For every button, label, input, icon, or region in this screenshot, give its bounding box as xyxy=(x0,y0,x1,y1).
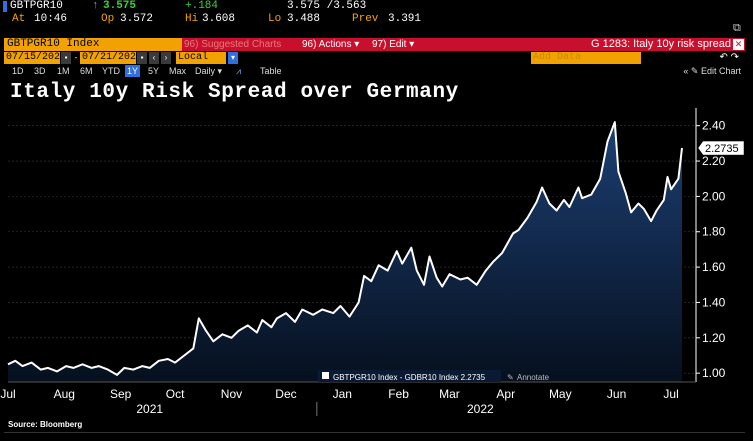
command-bar: GBTPGR10 Index 96) Suggested Charts 96) … xyxy=(4,38,745,51)
x-tick-label: Feb xyxy=(388,387,409,401)
x-tick-label: May xyxy=(549,387,572,401)
open-value: 3.572 xyxy=(120,13,154,25)
legend-box xyxy=(318,370,501,382)
y-tick-label: 1.80 xyxy=(702,225,726,239)
period-tab[interactable]: 3D xyxy=(34,66,46,76)
at-label: At xyxy=(12,13,26,25)
ticker-symbol[interactable]: GBTPGR10 xyxy=(10,0,63,12)
chart-title: Italy 10y Risk Spread over Germany xyxy=(10,81,459,104)
edit-chart-button[interactable]: « ✎ Edit Chart xyxy=(683,66,741,76)
at-value: 10:46 xyxy=(34,13,68,25)
high-label: Hi xyxy=(185,13,199,25)
currency-select[interactable]: Local CCY xyxy=(176,52,226,75)
bid-ask: 3.575 /3.563 xyxy=(287,0,367,12)
table-button[interactable]: Table xyxy=(260,66,282,76)
ticker-marker xyxy=(3,1,7,12)
x-tick-labels: Jul Aug Sep Oct Nov Dec Jan Feb Mar Apr May Jun Jul xyxy=(0,381,696,416)
frequency-select[interactable]: Daily ▾ xyxy=(195,66,223,76)
period-tab[interactable]: 1M xyxy=(57,66,70,76)
last-value-label: 2.2735 xyxy=(705,143,739,155)
period-tab[interactable]: YTD xyxy=(102,66,120,76)
series-area xyxy=(8,122,682,382)
x-tick-label: Nov xyxy=(221,387,242,401)
date-toolbar: 07/15/2021 ▪ - 07/21/2022 ▪ ‹ › Local CC… xyxy=(4,52,739,75)
chevron-down-icon[interactable]: ▾ xyxy=(228,52,238,64)
y-tick-label: 2.20 xyxy=(702,154,726,168)
y-tick-label: 2.40 xyxy=(702,119,726,133)
x-tick-label: Jul xyxy=(663,387,678,401)
y-tick-label: 1.40 xyxy=(702,295,726,309)
y-tick-label: 1.20 xyxy=(702,331,726,345)
line-chart-icon[interactable]: ⩘ xyxy=(236,66,242,76)
period-tab[interactable]: Max xyxy=(169,66,187,76)
pencil-icon[interactable]: ✎ xyxy=(507,373,514,382)
year-labels: 2021 2022 xyxy=(136,402,494,416)
quote-header: GBTPGR10 ↑ 3.575 +.184 3.575 /3.563 xyxy=(0,0,753,13)
x-tick-label: Jun xyxy=(607,387,626,401)
prev-value: 3.391 xyxy=(388,13,422,25)
series-line xyxy=(7,121,683,376)
legend-label: GBTPGR10 Index - GDBR10 Index 2.2735 xyxy=(333,373,486,382)
prev-period-button[interactable]: ‹ xyxy=(149,52,159,64)
y-tick-labels: 1.00 1.20 1.40 1.60 1.80 2.00 2.20 2.40 xyxy=(696,119,726,380)
divider xyxy=(4,432,745,433)
add-data-input[interactable]: Add Data xyxy=(531,52,641,64)
x-tick-label: Sep xyxy=(110,387,132,401)
up-arrow-icon: ↑ xyxy=(92,0,99,12)
source-note: Source: Bloomberg xyxy=(8,420,83,429)
high-value: 3.608 xyxy=(202,13,236,25)
x-tick-label: Oct xyxy=(166,387,185,401)
prev-label: Prev xyxy=(352,13,379,25)
next-period-button[interactable]: › xyxy=(161,52,171,64)
year-label: 2022 xyxy=(467,402,494,416)
end-date-input[interactable]: 07/21/2022 xyxy=(80,52,143,64)
security-field[interactable]: GBTPGR10 Index xyxy=(4,38,182,51)
start-date-input[interactable]: 07/15/2021 xyxy=(4,52,67,64)
legend-swatch xyxy=(322,372,329,379)
calendar-start-icon[interactable]: ▪ xyxy=(61,52,71,64)
last-value-badge: 2.2735 xyxy=(697,140,745,156)
y-tick-label: 1.00 xyxy=(702,366,726,380)
y-tick-label: 1.60 xyxy=(702,260,726,274)
x-tick-label: Apr xyxy=(496,387,515,401)
quote-details: At 10:46 Op 3.572 Hi 3.608 Lo 3.488 Prev… xyxy=(0,13,753,26)
edit-menu[interactable]: 97) Edit ▾ xyxy=(372,39,415,50)
suggested-charts-button[interactable]: 96) Suggested Charts xyxy=(184,39,282,50)
net-change: +.184 xyxy=(185,0,219,12)
graph-title: G 1283: Italy 10y risk spread xyxy=(590,38,731,50)
open-label: Op xyxy=(101,13,115,25)
y-tick-label: 2.00 xyxy=(702,189,726,203)
x-tick-label: Jul xyxy=(0,387,15,401)
year-label: 2021 xyxy=(136,402,163,416)
annotate-button[interactable]: Annotate xyxy=(517,373,550,382)
last-price: 3.575 xyxy=(103,0,137,12)
period-tab[interactable]: 5Y xyxy=(148,66,160,76)
low-label: Lo xyxy=(268,13,282,25)
low-value: 3.488 xyxy=(287,13,321,25)
actions-menu[interactable]: 96) Actions ▾ xyxy=(302,39,360,50)
x-tick-label: Dec xyxy=(275,387,296,401)
period-tab-active[interactable]: 1Y xyxy=(125,65,141,77)
spread-chart: 1.00 1.20 1.40 1.60 1.80 2.00 2.20 2.40 Jul Aug S… xyxy=(0,108,745,416)
x-tick-label: Mar xyxy=(439,387,460,401)
x-tick-label: Jan xyxy=(333,387,352,401)
undo-redo-buttons[interactable]: ↶ ↷ xyxy=(719,52,739,63)
x-tick-label: Aug xyxy=(54,387,75,401)
period-tab[interactable]: 6M xyxy=(80,66,93,76)
period-tabs: 1D 3D 1M 6M YTD 1Y 5Y Max Daily ▾ ⩘ Tabl… xyxy=(4,65,745,77)
close-icon[interactable]: ✕ xyxy=(733,39,744,50)
popout-icon[interactable]: ⧉ xyxy=(733,22,741,34)
calendar-end-icon[interactable]: ▪ xyxy=(137,52,147,64)
period-tab[interactable]: 1D xyxy=(12,66,24,76)
